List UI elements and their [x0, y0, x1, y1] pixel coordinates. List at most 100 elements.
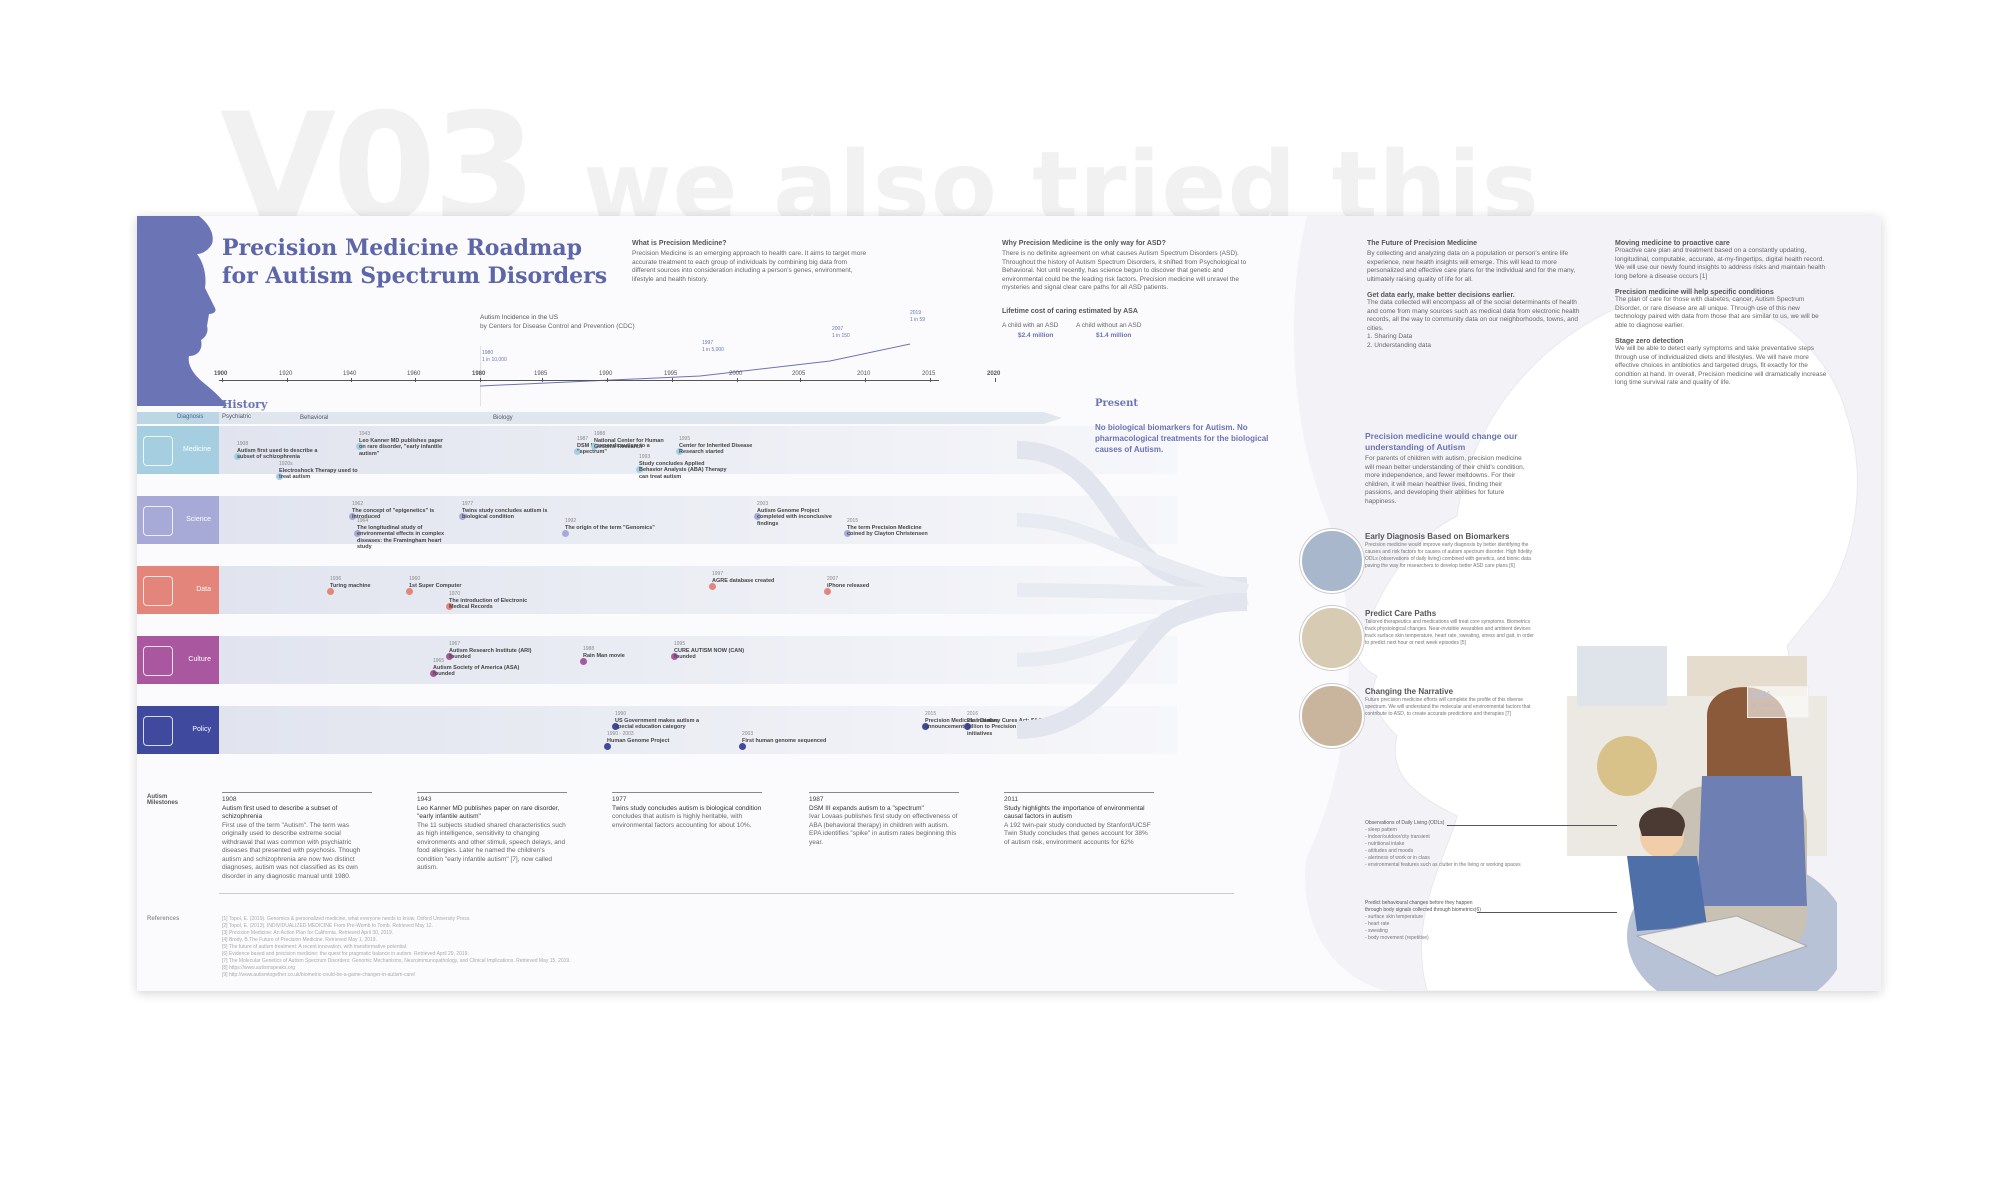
reference-item[interactable]: [9] http://www.autismtogether.co.uk/biom… [222, 972, 416, 978]
future-data-heading: Get data early, make better decisions ea… [1367, 292, 1515, 299]
reference-item[interactable]: [3] Precision Medicine: An Action Plan f… [222, 930, 394, 936]
row-label-science: Science [137, 496, 219, 544]
odl-title: Observations of Daily Living (ODLs) [1365, 820, 1445, 826]
event-dot[interactable] [430, 670, 437, 677]
event-dot[interactable] [844, 530, 851, 537]
row-band-culture [137, 636, 1177, 684]
event-dot[interactable] [754, 513, 761, 520]
odl-item: - nutritional intake [1365, 841, 1405, 847]
event-label: 1995 Center for Inherited Disease Researc… [679, 436, 769, 456]
row-label-text: Policy [192, 726, 211, 733]
event-label: 2003 Autism Genome Project completed with… [757, 501, 847, 527]
axis-year-1920: 1920 [279, 371, 293, 377]
event-text: The introduction of Electronic Medical R… [449, 597, 528, 611]
reference-item[interactable]: [4] Brody, B.The Future of Precision Med… [222, 937, 377, 943]
event-text: The concept of "epigenetics" is introduc… [352, 507, 435, 521]
event-dot[interactable] [349, 513, 356, 520]
milestone-body: First use of the term "Autism". The term… [222, 821, 361, 880]
predict-item: - body movement (repetitive) [1365, 935, 1429, 941]
event-dot[interactable] [327, 588, 334, 595]
proactive-section: Moving medicine to proactive care Proact… [1615, 240, 1830, 388]
event-dot[interactable] [356, 443, 363, 450]
event-dot[interactable] [604, 743, 611, 750]
axis-tick [672, 378, 673, 382]
axis-year-1960: 1960 [407, 371, 421, 377]
event-text: Autism Genome Project completed with inc… [757, 507, 832, 527]
milestone-title: Leo Kanner MD publishes paper on rare di… [417, 804, 560, 821]
milestone-body: Ivar Lovaas publishes first study on eff… [809, 813, 958, 846]
vision-headline: Precision medicine would change our unde… [1365, 431, 1518, 452]
event-dot[interactable] [964, 723, 971, 730]
event-year: 1990 [615, 711, 627, 717]
axis-year-1985: 1985 [534, 371, 548, 377]
axis-tick [287, 378, 288, 382]
incidence-subtitle: by Centers for Disease Control and Preve… [480, 322, 635, 330]
reference-item[interactable]: [1] Topol, E. (2019). Genomics & persona… [222, 916, 471, 922]
medicine-icon [143, 436, 173, 466]
event-year: 2015 [847, 518, 859, 524]
reference-item[interactable]: [8] https://www.autismspeaks.org [222, 965, 296, 971]
reference-item[interactable]: [5] The future of autism treatment: A re… [222, 944, 408, 950]
future-list-1: 1. Sharing Data [1367, 333, 1413, 340]
event-dot[interactable] [671, 653, 678, 660]
event-dot[interactable] [580, 658, 587, 665]
event-dot[interactable] [709, 583, 716, 590]
why-body: There is no definite agreement on what c… [1002, 250, 1247, 291]
history-heading: History [222, 398, 268, 411]
event-year: 1995 [674, 641, 686, 647]
event-dot[interactable] [824, 588, 831, 595]
event-dot[interactable] [591, 443, 598, 450]
event-text: AGRE database created [712, 577, 775, 584]
event-text: Human Genome Project [607, 737, 670, 744]
reference-item[interactable]: [6] Evidence based and precision medicin… [222, 951, 469, 957]
reference-item[interactable]: [7] The Molecular Genetics of Autism Spe… [222, 958, 571, 964]
event-dot[interactable] [446, 603, 453, 610]
event-label: 1993 Study concludes Applied Behavior Ana… [639, 454, 729, 480]
milestone-body: concludes that autism is highly heritabl… [612, 813, 752, 829]
event-dot[interactable] [459, 513, 466, 520]
event-dot[interactable] [922, 723, 929, 730]
predict-item: - heart rate [1365, 921, 1390, 927]
event-label: 1936 Turing machine [330, 576, 371, 589]
vision-item-title: Predict Care Paths [1365, 609, 1437, 618]
science-icon [143, 506, 173, 536]
axis-tick [930, 378, 931, 382]
event-text: The longitudinal study of environmental … [357, 524, 445, 551]
event-dot[interactable] [276, 473, 283, 480]
event-year: 1920s [279, 461, 293, 467]
event-label: 2015 The term Precision Medicine coined b… [847, 518, 937, 538]
event-dot[interactable] [636, 466, 643, 473]
event-dot[interactable] [676, 448, 683, 455]
milestones-label: Autism Milestones [147, 794, 179, 806]
event-label: 1920s Electroshock Therapy used to treat … [279, 461, 369, 481]
axis-tick [542, 378, 543, 382]
incidence-title-block: Autism Incidence in the US by Centers fo… [480, 314, 680, 331]
event-dot[interactable] [612, 723, 619, 730]
event-text: Precision Medicine initiative announceme… [925, 717, 999, 731]
event-dot[interactable] [234, 453, 241, 460]
event-dot[interactable] [446, 653, 453, 660]
event-dot[interactable] [406, 588, 413, 595]
event-label: 1992 The origin of the term "Genomics" [565, 518, 655, 531]
event-dot[interactable] [739, 743, 746, 750]
future-body: By collecting and analyzing data on a po… [1367, 250, 1576, 283]
milestone-card: 1943 Leo Kanner MD publishes paper on rar… [417, 792, 567, 873]
event-dot[interactable] [354, 530, 361, 537]
event-label: 1997 AGRE database created [712, 571, 774, 584]
vision-item: Early Diagnosis Based on Biomarkers Preci… [1365, 531, 1535, 570]
present-text: No biological biomarkers for Autism. No … [1095, 423, 1269, 454]
event-dot[interactable] [562, 530, 569, 537]
present-heading: Present [1095, 398, 1139, 409]
child-silhouette-icon [137, 216, 227, 406]
vision-item: Predict Care Paths Tailored therapeutics … [1365, 608, 1535, 647]
event-text: First human genome sequenced [742, 737, 827, 744]
event-year: 2007 [827, 576, 839, 582]
vision-section: Precision medicine would change our unde… [1365, 431, 1525, 506]
culture-icon [143, 646, 173, 676]
milestone-title: Study highlights the importance of envir… [1004, 804, 1145, 821]
future-data-body: The data collected will encompass all of… [1367, 299, 1580, 332]
event-year: 1936 [330, 576, 342, 582]
reference-item[interactable]: [2] Topol, E. (2013). INDIVIDUALIZED MED… [222, 923, 433, 929]
event-dot[interactable] [574, 448, 581, 455]
event-year: 1970 [449, 591, 461, 597]
